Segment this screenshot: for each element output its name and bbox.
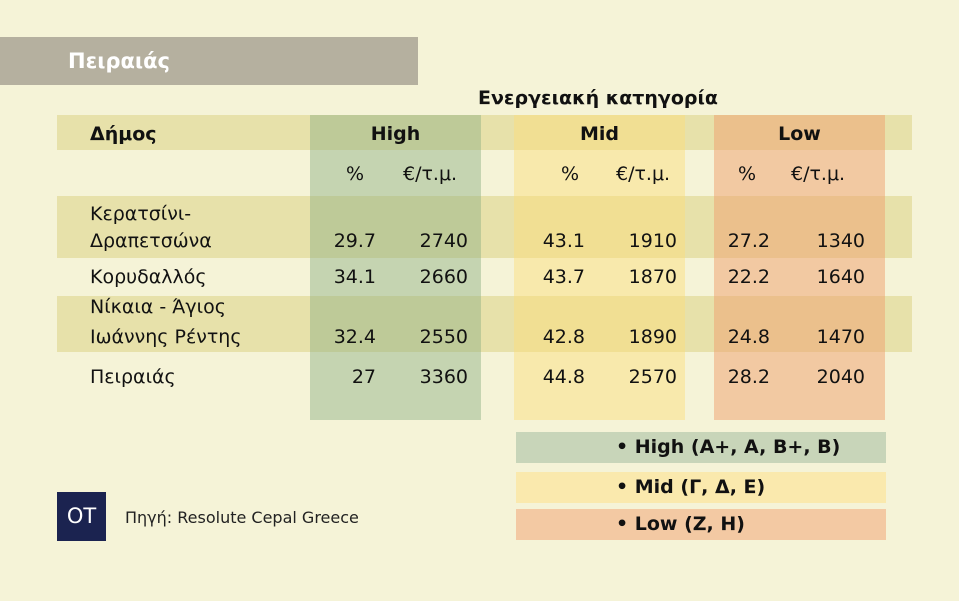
cell-low-pct: 27.2 — [727, 230, 770, 252]
cell-mid-price: 2570 — [628, 366, 677, 388]
cell-low-pct: 28.2 — [727, 366, 770, 388]
municipality-name: Ιωάννης Ρέντης — [90, 326, 242, 348]
municipality-name: Νίκαια - Άγιος — [90, 296, 226, 318]
cell-mid-pct: 43.7 — [542, 266, 585, 288]
municipality-name: Κερατσίνι- — [90, 203, 192, 225]
cell-mid-price: 1870 — [628, 266, 677, 288]
cell-high-pct: 27 — [351, 366, 376, 388]
cell-low-pct: 22.2 — [727, 266, 770, 288]
mid-column — [514, 115, 685, 420]
subheader-price: €/τ.μ. — [403, 163, 458, 185]
municipality-name: Δραπετσώνα — [90, 230, 212, 252]
header-mid: Mid — [579, 123, 620, 145]
page-title: Πειραιάς — [68, 49, 170, 73]
cell-high-pct: 32.4 — [333, 326, 376, 348]
legend-high: • High (A+, A, B+, B) — [516, 432, 886, 463]
cell-high-price: 2550 — [419, 326, 468, 348]
supertitle: Ενεργειακή κατηγορία — [478, 87, 718, 109]
cell-mid-pct: 43.1 — [542, 230, 585, 252]
cell-high-price: 3360 — [419, 366, 468, 388]
cell-mid-price: 1910 — [628, 230, 677, 252]
cell-low-price: 1340 — [816, 230, 865, 252]
cell-high-price: 2740 — [419, 230, 468, 252]
cell-high-pct: 29.7 — [333, 230, 376, 252]
municipality-name: Κορυδαλλός — [90, 266, 207, 288]
cell-low-price: 2040 — [816, 366, 865, 388]
legend-label: • High (A+, A, B+, B) — [616, 436, 841, 458]
high-column — [310, 115, 481, 420]
header-low: Low — [778, 123, 821, 145]
legend-mid: • Mid (Γ, Δ, Ε) — [516, 472, 886, 503]
subheader-pct: % — [738, 163, 757, 185]
subheader-pct: % — [346, 163, 365, 185]
cell-low-price: 1640 — [816, 266, 865, 288]
title-bar: Πειραιάς — [0, 37, 418, 85]
cell-mid-pct: 44.8 — [542, 366, 585, 388]
low-column — [714, 115, 885, 420]
subheader-pct: % — [561, 163, 580, 185]
legend-low: • Low (Ζ, Η) — [516, 509, 886, 540]
cell-low-pct: 24.8 — [727, 326, 770, 348]
cell-low-price: 1470 — [816, 326, 865, 348]
logo: OT — [57, 492, 106, 541]
cell-mid-price: 1890 — [628, 326, 677, 348]
legend-label: • Low (Ζ, Η) — [616, 513, 745, 535]
subheader-price: €/τ.μ. — [791, 163, 846, 185]
cell-high-price: 2660 — [419, 266, 468, 288]
source-text: Πηγή: Resolute Cepal Greece — [125, 508, 359, 527]
legend-label: • Mid (Γ, Δ, Ε) — [616, 476, 766, 498]
header-municipality: Δήμος — [90, 123, 157, 145]
header-high: High — [370, 123, 421, 145]
subheader-price: €/τ.μ. — [616, 163, 671, 185]
cell-mid-pct: 42.8 — [542, 326, 585, 348]
municipality-name: Πειραιάς — [90, 366, 176, 388]
cell-high-pct: 34.1 — [333, 266, 376, 288]
